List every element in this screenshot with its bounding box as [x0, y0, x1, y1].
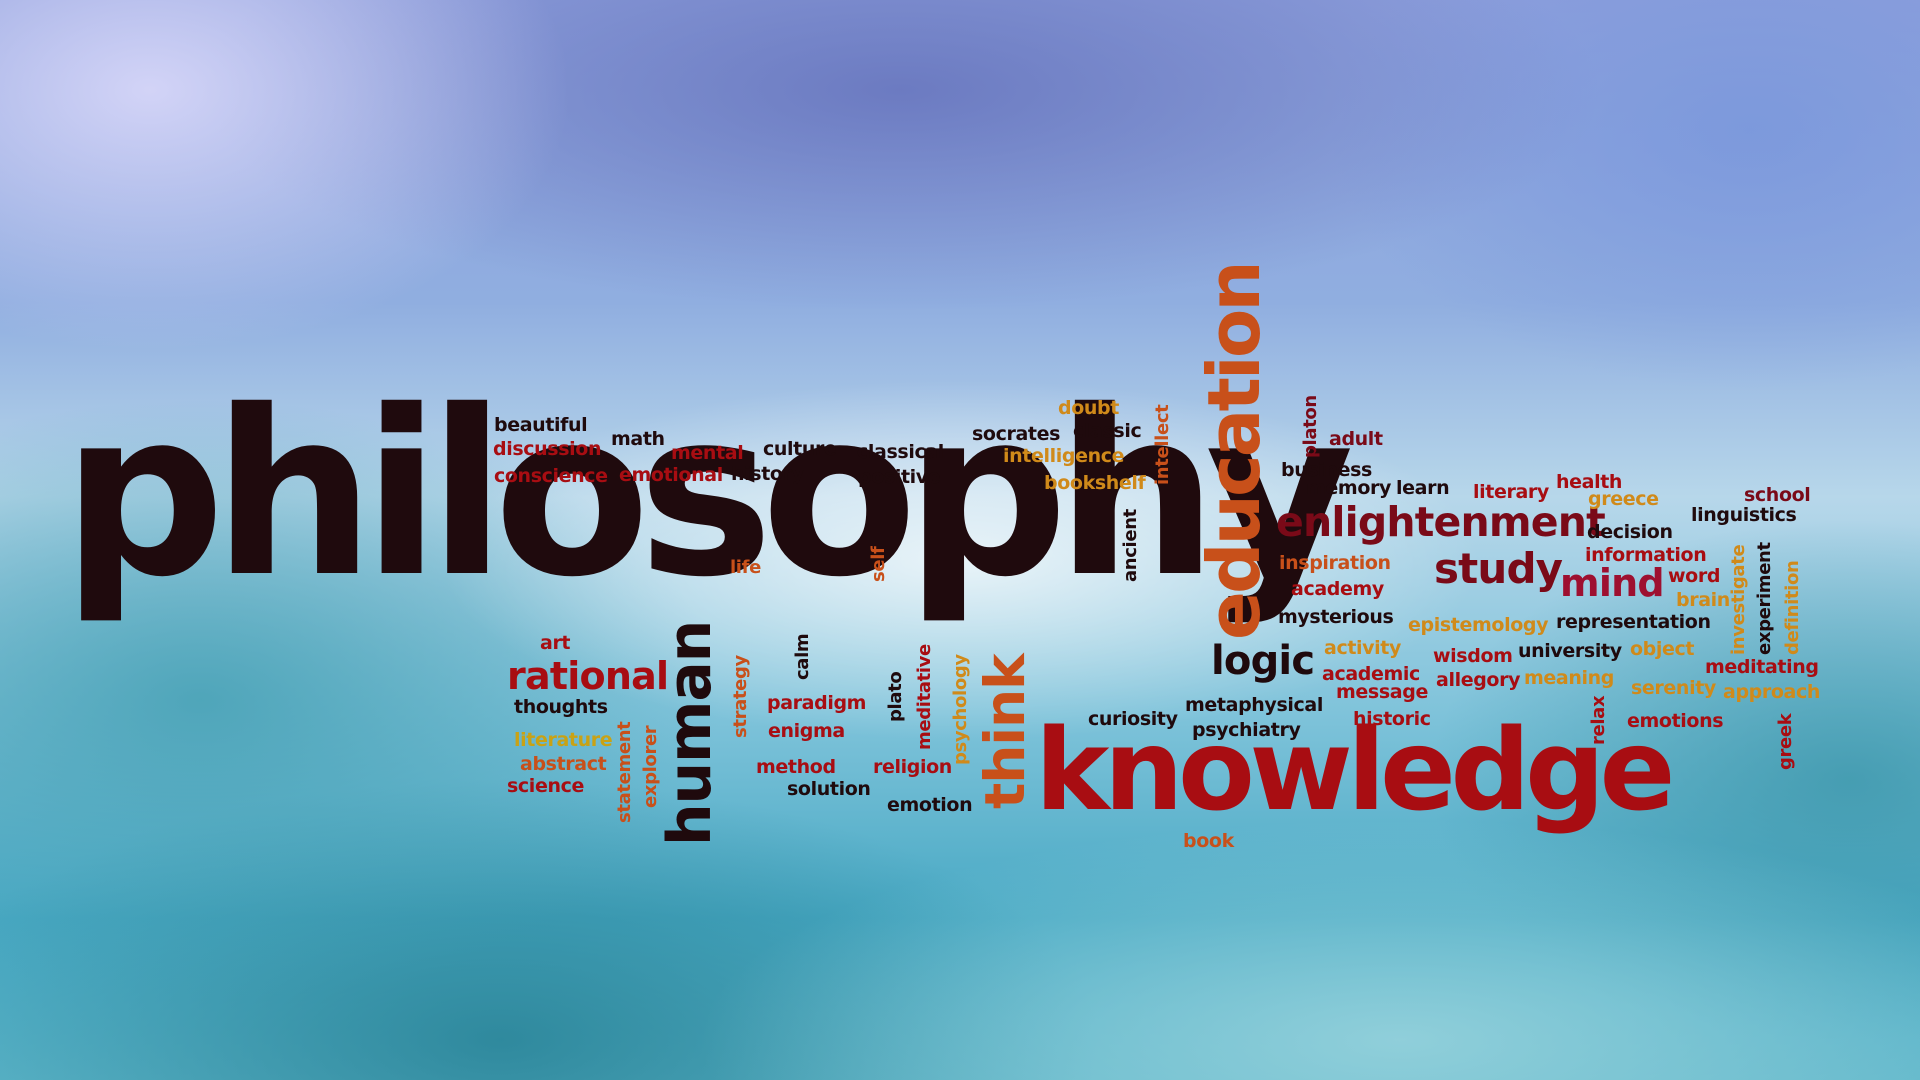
word-brain: brain [1676, 589, 1730, 611]
word-meaning: meaning [1524, 667, 1615, 689]
word-rational: rational [507, 654, 669, 698]
word-decision: decision [1587, 521, 1673, 543]
word-culture: culture [763, 438, 837, 460]
word-method: method [756, 756, 836, 778]
word-statement: statement [614, 721, 635, 823]
word-curiosity: curiosity [1088, 708, 1178, 730]
word-study: study [1434, 544, 1563, 593]
word-psychiatry: psychiatry [1192, 719, 1301, 741]
word-metaphysical: metaphysical [1185, 694, 1323, 716]
word-solution: solution [787, 778, 871, 800]
word-philosophy: philosophy [62, 361, 1354, 627]
word-enlightenment: enlightenment [1276, 498, 1606, 546]
word-logic: logic [1211, 638, 1315, 684]
word-representation: representation [1556, 611, 1711, 633]
word-emotion: emotion [887, 794, 973, 816]
word-beautiful: beautiful [494, 414, 588, 436]
word-psychology: psychology [950, 654, 971, 765]
word-historic: historic [1353, 708, 1431, 730]
word-intelligence: intelligence [1003, 445, 1125, 467]
word-enigma: enigma [768, 720, 845, 742]
word-classic: classic [1073, 420, 1142, 442]
word-religion: religion [873, 756, 952, 778]
word-memory: memory [1306, 477, 1392, 499]
word-strategy: strategy [730, 655, 751, 738]
word-think: think [973, 654, 1037, 809]
word-human: human [655, 620, 725, 846]
word-meditating: meditating [1705, 656, 1819, 678]
word-book: book [1183, 830, 1234, 852]
word-history: history [731, 463, 804, 485]
word-mental: mental [671, 442, 744, 464]
word-health: health [1556, 471, 1623, 493]
word-literary: literary [1473, 481, 1549, 503]
word-serenity: serenity [1631, 677, 1716, 699]
word-academic: academic [1322, 663, 1420, 685]
word-self: self [868, 546, 889, 582]
word-allegory: allegory [1436, 669, 1521, 691]
word-conscience: conscience [494, 465, 608, 487]
word-calm: calm [792, 633, 813, 680]
word-experiment: experiment [1754, 542, 1775, 655]
word-doubt: doubt [1058, 397, 1119, 419]
word-math: math [611, 428, 665, 450]
word-word: word [1668, 565, 1721, 587]
word-university: university [1518, 640, 1622, 662]
word-ancient: ancient [1120, 509, 1141, 582]
word-knowledge: knowledge [1035, 706, 1675, 836]
word-learn: learn [1396, 477, 1450, 499]
word-object: object [1630, 638, 1695, 660]
word-relax: relax [1588, 695, 1609, 745]
word-abstract: abstract [520, 753, 607, 775]
word-investigate: investigate [1728, 544, 1749, 655]
word-inspiration: inspiration [1279, 552, 1391, 574]
word-approach: approach [1723, 681, 1821, 703]
word-socrates: socrates [972, 423, 1061, 445]
word-intellect: intellect [1152, 404, 1173, 485]
word-life: life [730, 557, 761, 578]
word-education: education [1192, 263, 1276, 640]
word-business: business [1281, 459, 1372, 481]
word-definition: definition [1782, 560, 1803, 655]
word-wisdom: wisdom [1433, 645, 1513, 667]
word-meditative: meditative [914, 644, 935, 750]
word-positive: positive [858, 466, 941, 488]
word-classical: classical [857, 441, 944, 463]
word-adult: adult [1329, 428, 1383, 450]
word-plato: plato [885, 671, 906, 722]
word-message: message [1336, 681, 1428, 703]
word-explorer: explorer [640, 725, 661, 808]
word-academy: academy [1291, 578, 1384, 600]
word-emotions: emotions [1627, 710, 1724, 732]
word-literature: literature [514, 729, 613, 751]
word-paradigm: paradigm [767, 692, 867, 714]
word-thoughts: thoughts [514, 696, 608, 718]
word-information: information [1585, 544, 1707, 566]
word-science: science [507, 775, 584, 797]
word-bookshelf: bookshelf [1044, 472, 1146, 494]
word-platon: platon [1300, 395, 1321, 458]
word-mind: mind [1560, 561, 1665, 605]
word-mysterious: mysterious [1278, 606, 1394, 628]
word-activity: activity [1324, 637, 1402, 659]
word-discussion: discussion [493, 438, 602, 460]
word-art: art [540, 632, 571, 654]
word-emotional: emotional [619, 464, 723, 486]
word-linguistics: linguistics [1691, 504, 1797, 526]
word-greek: greek [1775, 713, 1796, 770]
word-greece: greece [1588, 488, 1659, 510]
word-epistemology: epistemology [1408, 614, 1549, 636]
word-school: school [1744, 484, 1811, 506]
